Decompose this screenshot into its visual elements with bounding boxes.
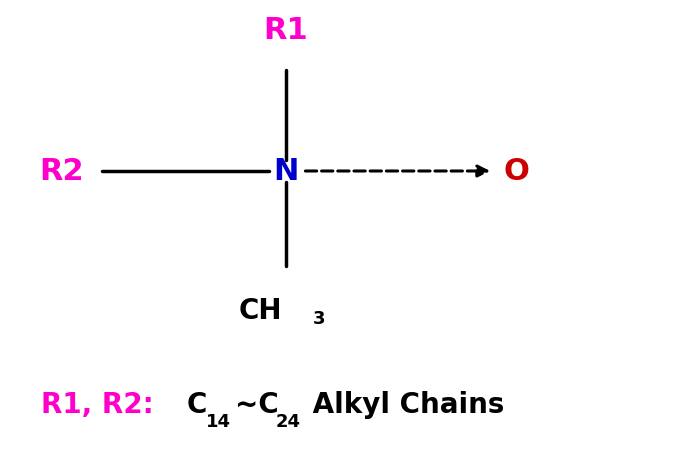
Text: R1, R2:: R1, R2:: [41, 391, 163, 419]
Text: ~C: ~C: [235, 391, 278, 419]
Text: 24: 24: [275, 413, 301, 431]
Text: 3: 3: [313, 310, 325, 328]
Text: C: C: [187, 391, 207, 419]
Text: 14: 14: [206, 413, 231, 431]
Text: Alkyl Chains: Alkyl Chains: [303, 391, 504, 419]
Text: R1: R1: [263, 16, 308, 45]
Text: CH: CH: [239, 297, 282, 325]
Text: N: N: [273, 157, 299, 185]
Text: O: O: [504, 157, 530, 185]
Text: R2: R2: [39, 157, 84, 185]
